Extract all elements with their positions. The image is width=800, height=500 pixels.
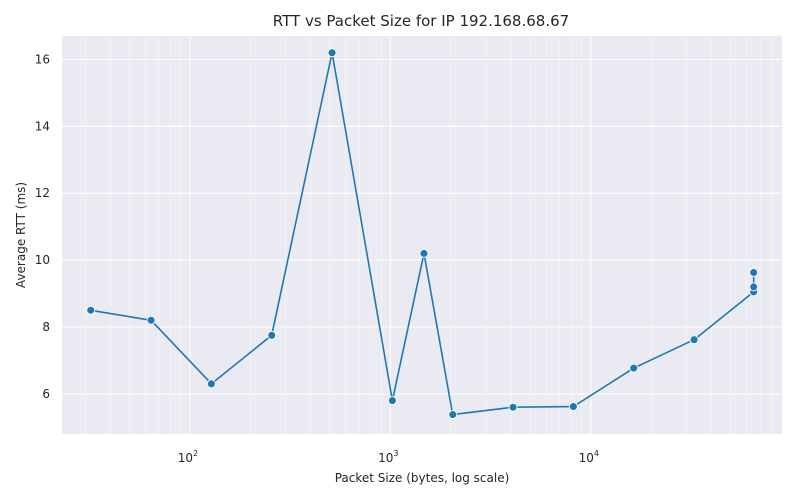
x-tick-label: 102 bbox=[178, 449, 198, 465]
y-tick-label: 16 bbox=[35, 52, 50, 66]
data-point bbox=[629, 363, 639, 373]
major-grid bbox=[62, 36, 782, 434]
y-axis-ticks: 6 8 10 12 14 16 bbox=[35, 52, 50, 400]
y-tick-label: 6 bbox=[42, 387, 50, 401]
series-group bbox=[86, 48, 759, 420]
x-tick-label: 104 bbox=[579, 449, 599, 465]
plot-area bbox=[62, 36, 782, 434]
data-point bbox=[146, 315, 156, 325]
data-point bbox=[749, 282, 759, 292]
data-point bbox=[206, 379, 216, 389]
data-point bbox=[508, 402, 518, 412]
x-axis-label: Packet Size (bytes, log scale) bbox=[335, 471, 510, 485]
data-point bbox=[689, 335, 699, 345]
chart-title: RTT vs Packet Size for IP 192.168.68.67 bbox=[273, 12, 569, 30]
data-point bbox=[419, 248, 429, 258]
data-point bbox=[749, 268, 759, 277]
y-tick-label: 12 bbox=[35, 186, 50, 200]
y-tick-label: 14 bbox=[35, 119, 50, 133]
y-tick-label: 8 bbox=[42, 320, 50, 334]
y-axis-label: Average RTT (ms) bbox=[14, 182, 28, 288]
y-tick-label: 10 bbox=[35, 253, 50, 267]
data-point bbox=[267, 330, 277, 340]
data-point bbox=[387, 396, 397, 406]
data-point bbox=[448, 410, 458, 420]
x-axis-ticks: 102 103 104 bbox=[178, 449, 599, 465]
x-tick-label: 103 bbox=[378, 449, 398, 465]
data-point bbox=[86, 305, 96, 315]
data-point bbox=[568, 402, 578, 412]
data-point bbox=[327, 48, 337, 58]
minor-grid bbox=[84, 36, 773, 434]
